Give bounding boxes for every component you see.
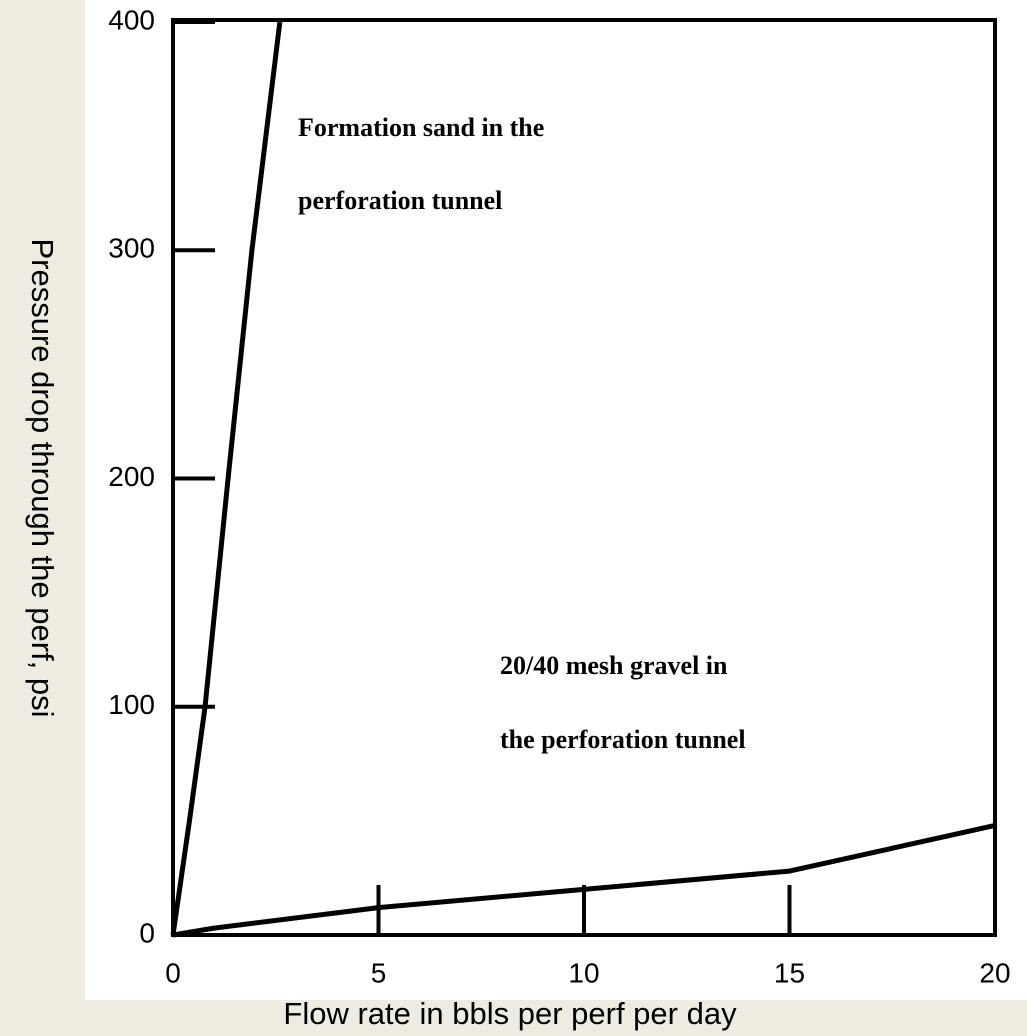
x-tick-label: 10 [568,957,599,988]
y-tick-label: 300 [108,233,155,264]
x-tick-label: 15 [774,957,805,988]
x-tick-label: 20 [979,957,1010,988]
y-axis-label: Pressure drop through the perf, psi [25,238,60,717]
data-line [172,822,996,938]
y-tick-label: 0 [139,917,155,948]
y-tick-label: 400 [108,4,155,35]
y-tick-label: 200 [108,461,155,492]
data-line [170,21,283,936]
annotation: perforation tunnel [298,186,502,215]
x-tick-label: 0 [165,957,181,988]
x-tick-label: 5 [371,957,387,988]
y-tick-label: 100 [108,689,155,720]
annotation: the perforation tunnel [500,725,746,754]
annotation: 20/40 mesh gravel in [500,651,728,680]
annotation: Formation sand in the [298,113,544,142]
x-axis-label: Flow rate in bbls per perf per day [283,996,737,1031]
chart-background [85,0,1027,1000]
